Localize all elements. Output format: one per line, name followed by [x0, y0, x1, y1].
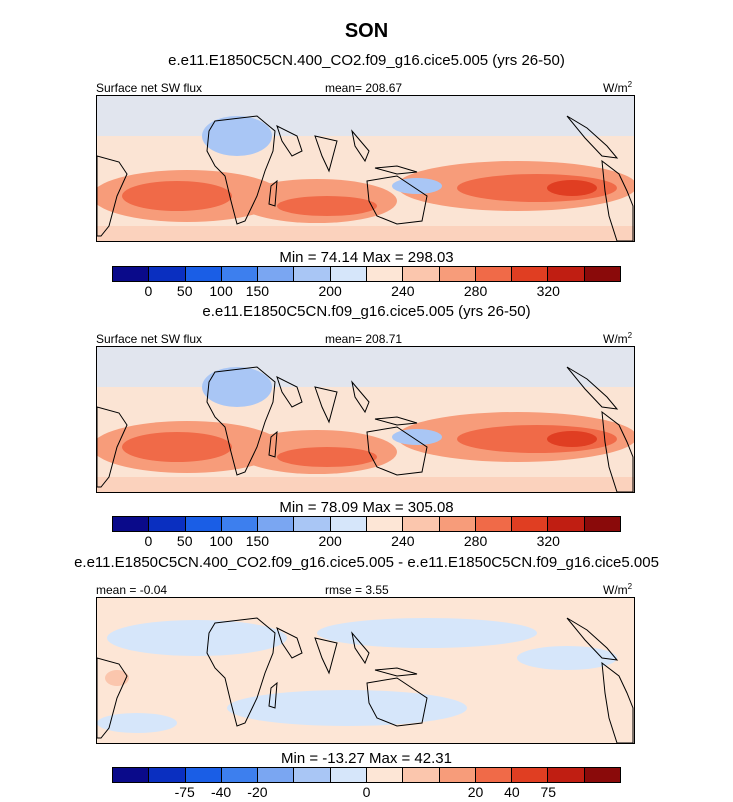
panel1-colorbar: [112, 266, 621, 282]
colorbar-tick-label: 200: [318, 533, 342, 549]
colorbar-swatch: [294, 768, 331, 782]
colorbar-tick-label: -40: [210, 784, 232, 800]
colorbar-tick-label: 200: [318, 283, 342, 299]
panel1-case-title: e.e11.E1850C5CN.400_CO2.f09_g16.cice5.00…: [168, 52, 565, 69]
colorbar-swatch: [548, 768, 585, 782]
colorbar-swatch: [512, 267, 549, 281]
panel3-mean-label: mean = -0.04: [96, 583, 168, 597]
colorbar-tick-label: 50: [176, 533, 193, 549]
colorbar-swatch: [294, 517, 331, 531]
colorbar-tick-label: 100: [209, 533, 233, 549]
colorbar-swatch: [294, 267, 331, 281]
colorbar-swatch: [258, 517, 295, 531]
panel1-map: [96, 95, 635, 242]
colorbar-tick-label: -75: [174, 784, 195, 800]
panel2-colorbar: [112, 516, 621, 532]
colorbar-swatch: [258, 768, 295, 782]
panel2-mean-label: mean= 208.71: [325, 332, 403, 346]
colorbar-tick-label: 20: [467, 784, 484, 800]
season-title: SON: [344, 20, 389, 42]
panel2-case-title: e.e11.E1850C5CN.f09_g16.cice5.005 (yrs 2…: [202, 303, 531, 320]
panel2-units: W/m2: [603, 331, 633, 346]
colorbar-swatch: [149, 768, 186, 782]
colorbar-swatch: [113, 768, 150, 782]
panel2-map-field: [97, 347, 634, 492]
panel1-colorbar-ticks: 0 50 100 150 200 240 280 320: [112, 283, 621, 301]
panel3-map: [96, 597, 635, 744]
colorbar-tick-label: 320: [536, 533, 560, 549]
colorbar-swatch: [149, 517, 186, 531]
colorbar-tick-label: -20: [247, 784, 268, 800]
colorbar-swatch: [403, 768, 440, 782]
colorbar-tick-label: 150: [245, 283, 270, 299]
colorbar-swatch: [475, 517, 513, 531]
colorbar-swatch: [221, 768, 259, 782]
colorbar-tick-label: 280: [463, 283, 488, 299]
colorbar-tick-label: 40: [504, 784, 520, 800]
colorbar-swatch: [439, 517, 476, 531]
colorbar-swatch: [403, 267, 440, 281]
colorbar-tick-label: 75: [540, 784, 557, 800]
colorbar-swatch: [512, 768, 549, 782]
panel3-rmse-label: rmse = 3.55: [325, 583, 389, 597]
colorbar-swatch: [221, 267, 259, 281]
colorbar-swatch: [584, 768, 620, 782]
colorbar-swatch: [439, 768, 476, 782]
panel1-units: W/m2: [603, 80, 633, 95]
colorbar-swatch: [185, 267, 222, 281]
colorbar-swatch: [475, 267, 513, 281]
panel2-colorbar-ticks: 0 50 100 150 200 240 280 320: [112, 533, 621, 551]
colorbar-tick-label: 240: [391, 283, 415, 299]
colorbar-swatch: [584, 267, 620, 281]
colorbar-swatch: [548, 267, 585, 281]
colorbar-swatch: [439, 267, 476, 281]
colorbar-swatch: [366, 267, 404, 281]
colorbar-swatch: [221, 517, 259, 531]
colorbar-swatch: [330, 517, 367, 531]
colorbar-swatch: [403, 517, 440, 531]
colorbar-tick-label: 50: [176, 283, 193, 299]
colorbar-swatch: [185, 768, 222, 782]
panel3-colorbar-ticks: -75 -40 -20 0 20 40 75: [112, 784, 621, 802]
colorbar-tick-label: 100: [209, 283, 233, 299]
colorbar-swatch: [584, 517, 620, 531]
colorbar-swatch: [512, 517, 549, 531]
panel3-map-field: [97, 598, 634, 743]
colorbar-swatch: [548, 517, 585, 531]
panel3-minmax: Min = -13.27 Max = 42.31: [281, 750, 452, 767]
colorbar-tick-label: 240: [391, 533, 415, 549]
colorbar-swatch: [330, 267, 367, 281]
colorbar-tick-label: 0: [144, 533, 153, 549]
colorbar-tick-label: 280: [463, 533, 488, 549]
panel1-variable-label: Surface net SW flux: [96, 81, 203, 95]
colorbar-tick-label: 320: [536, 283, 560, 299]
panel2-map: [96, 346, 635, 493]
panel1-mean-label: mean= 208.67: [325, 81, 403, 95]
colorbar-swatch: [366, 517, 404, 531]
colorbar-tick-label: 150: [245, 533, 270, 549]
colorbar-swatch: [113, 517, 150, 531]
panel1-map-field: [97, 96, 634, 241]
colorbar-swatch: [475, 768, 513, 782]
colorbar-swatch: [113, 267, 150, 281]
colorbar-swatch: [185, 517, 222, 531]
panel3-colorbar: [112, 767, 621, 783]
colorbar-swatch: [149, 267, 186, 281]
colorbar-swatch: [258, 267, 295, 281]
colorbar-tick-label: 0: [144, 283, 153, 299]
colorbar-swatch: [366, 768, 404, 782]
colorbar-tick-label: 0: [362, 784, 371, 800]
panel3-units: W/m2: [603, 582, 633, 597]
colorbar-swatch: [330, 768, 367, 782]
panel3-case-title: e.e11.E1850C5CN.400_CO2.f09_g16.cice5.00…: [74, 554, 659, 571]
panel2-variable-label: Surface net SW flux: [96, 332, 203, 346]
panel2-minmax: Min = 78.09 Max = 305.08: [279, 499, 454, 516]
panel1-minmax: Min = 74.14 Max = 298.03: [279, 249, 454, 266]
